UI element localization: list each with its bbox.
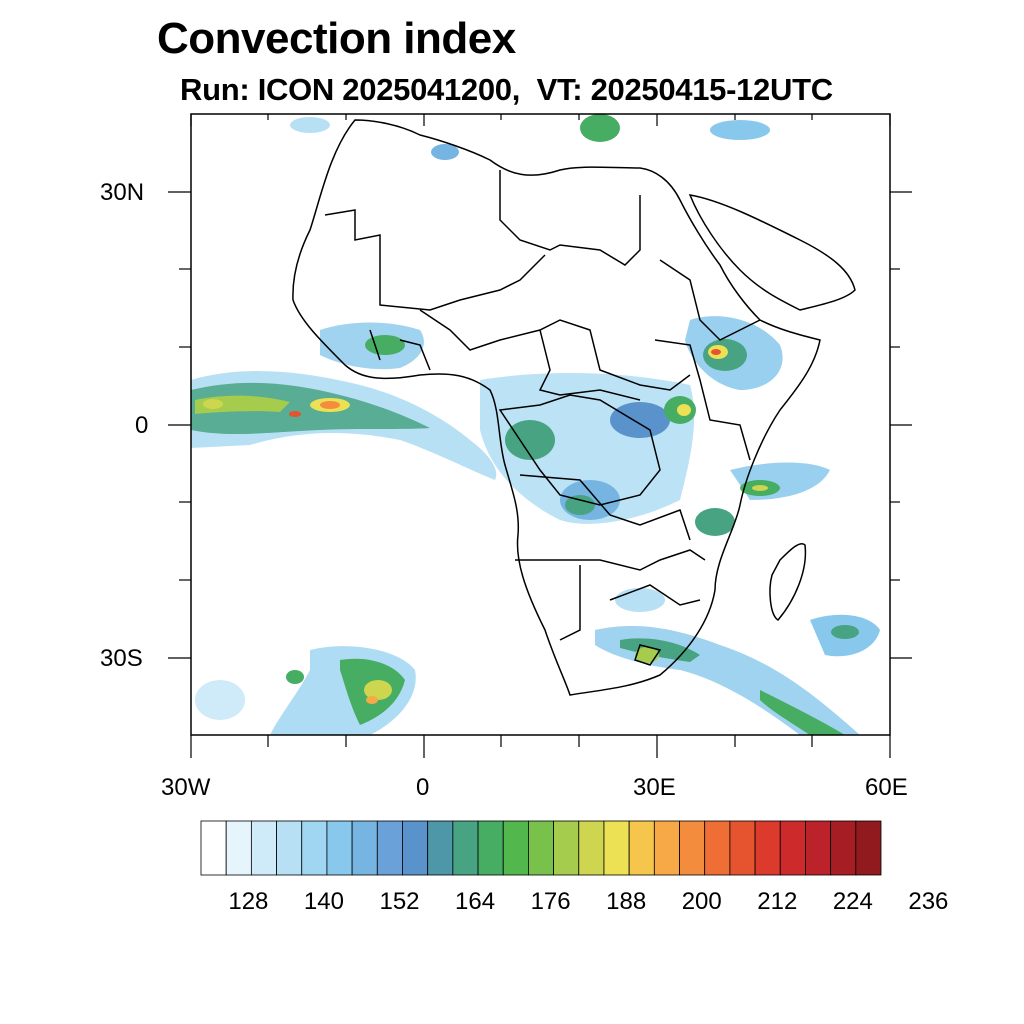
colorbar-swatch xyxy=(200,820,227,876)
x-label-60e: 60E xyxy=(865,774,908,801)
coastlines xyxy=(292,119,856,696)
colorbar xyxy=(200,820,882,876)
colorbar-swatch xyxy=(855,820,882,876)
colorbar-tick-label: 236 xyxy=(908,888,949,915)
colorbar-swatch xyxy=(427,820,454,876)
colorbar-swatch xyxy=(779,820,806,876)
colorbar-swatch xyxy=(351,820,378,876)
convection-field xyxy=(191,114,880,735)
y-label-30n: 30N xyxy=(100,179,145,206)
colorbar-swatch xyxy=(402,820,429,876)
colorbar-swatch xyxy=(528,820,554,876)
colorbar-swatch xyxy=(754,820,781,876)
colorbar-tick-label: 212 xyxy=(757,888,798,915)
colorbar-swatch xyxy=(704,820,731,876)
colorbar-tick-label: 140 xyxy=(303,888,344,915)
colorbar-swatch xyxy=(830,820,857,876)
colorbar-swatch xyxy=(578,820,605,876)
colorbar-swatch xyxy=(805,820,832,876)
colorbar-tick-label: 200 xyxy=(681,888,722,915)
axis-ticks xyxy=(168,114,912,758)
colorbar-swatch xyxy=(225,820,252,876)
colorbar-swatch xyxy=(679,820,706,876)
colorbar-tick-label: 224 xyxy=(832,888,873,915)
y-label-30s: 30S xyxy=(100,645,143,672)
colorbar-swatch xyxy=(603,820,630,876)
colorbar-tick-label: 188 xyxy=(606,888,647,915)
x-label-30w: 30W xyxy=(161,774,211,801)
colorbar-swatch xyxy=(276,820,303,876)
colorbar-swatch xyxy=(301,820,328,876)
colorbar-tick-label: 128 xyxy=(228,888,269,915)
colorbar-swatch xyxy=(452,820,479,876)
colorbar-swatch xyxy=(376,820,403,876)
colorbar-swatch xyxy=(628,820,655,876)
colorbar-swatch xyxy=(653,820,680,876)
y-label-0: 0 xyxy=(135,412,149,439)
plot-title: Convection index xyxy=(157,14,516,63)
x-label-30e: 30E xyxy=(633,774,676,801)
colorbar-swatch xyxy=(326,820,353,876)
x-label-0: 0 xyxy=(416,774,430,801)
colorbar-swatch xyxy=(729,820,756,876)
colorbar-tick-label: 152 xyxy=(379,888,420,915)
colorbar-tick-label: 164 xyxy=(455,888,496,915)
colorbar-swatch xyxy=(502,820,529,876)
plot-subtitle: Run: ICON 2025041200, VT: 20250415-12UTC xyxy=(180,72,833,107)
colorbar-swatch xyxy=(477,820,504,876)
colorbar-swatch xyxy=(553,820,580,876)
colorbar-tick-label: 176 xyxy=(530,888,571,915)
colorbar-swatch xyxy=(250,820,277,876)
